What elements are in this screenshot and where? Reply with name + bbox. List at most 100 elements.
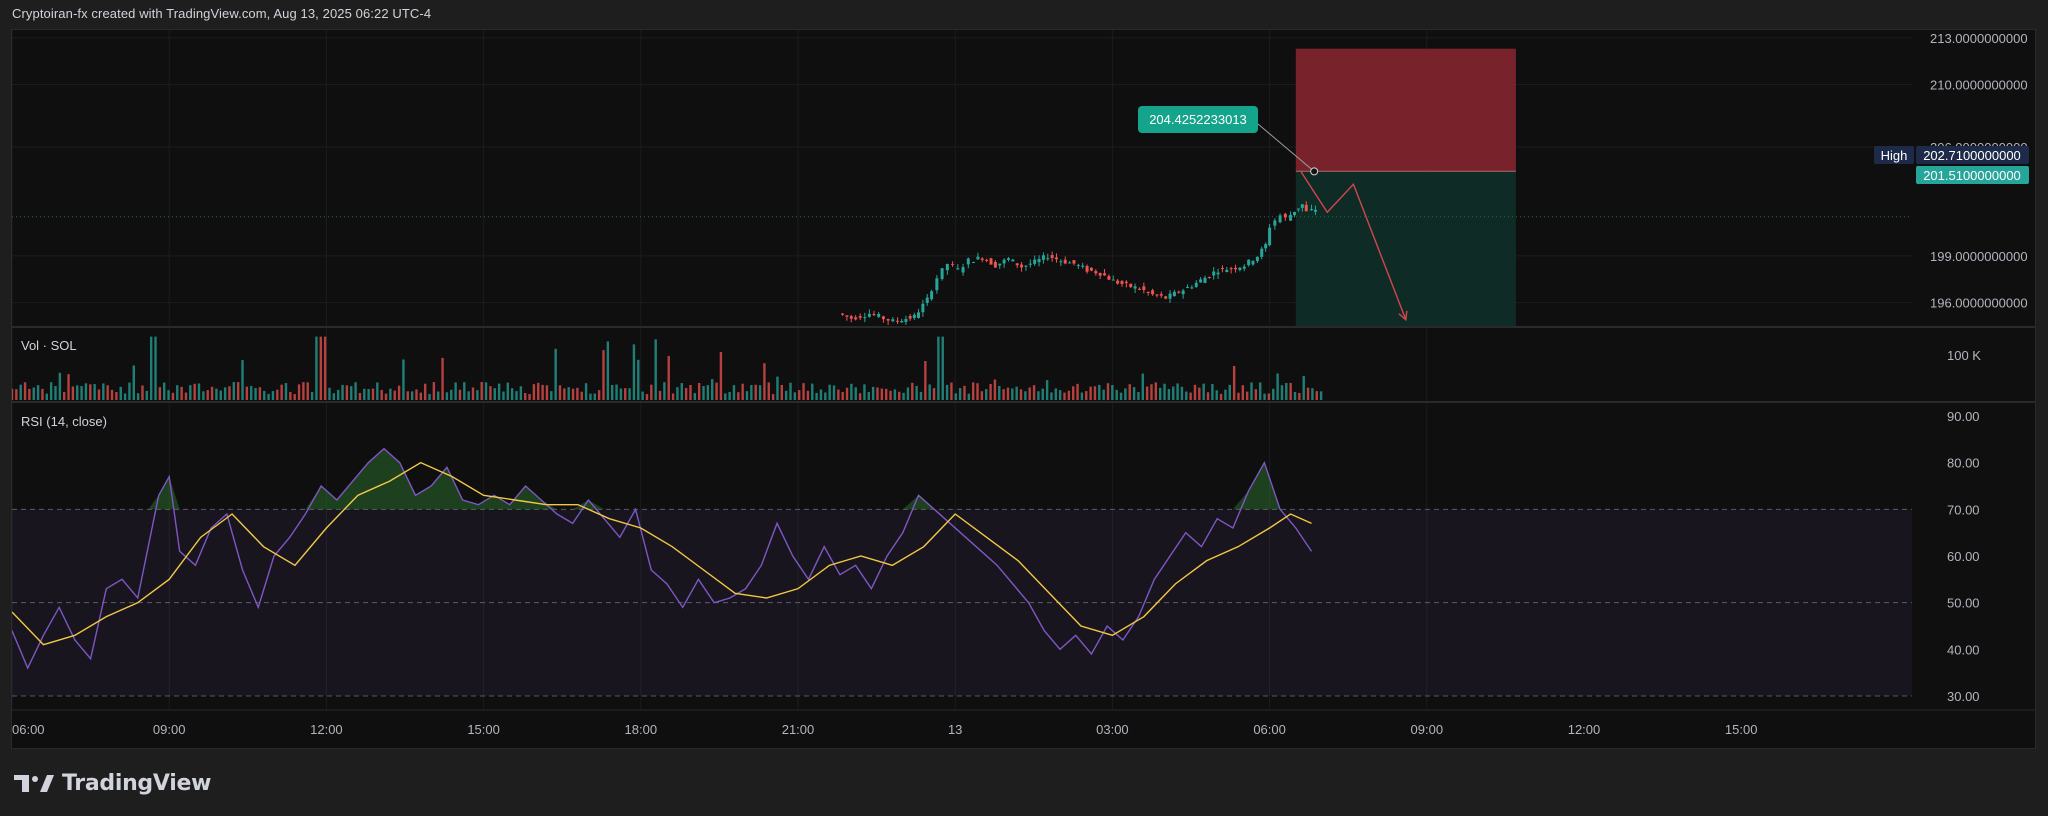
- volume-bar: [858, 393, 862, 400]
- volume-bar: [1193, 384, 1197, 400]
- volume-bar: [1050, 392, 1053, 400]
- candle-body: [908, 316, 912, 319]
- volume-bar: [658, 390, 662, 400]
- volume-bar: [558, 385, 562, 400]
- candle-body: [1203, 277, 1207, 284]
- volume-bar: [880, 388, 884, 400]
- volume-bar: [767, 382, 770, 400]
- price-callout-anchor[interactable]: [1310, 167, 1319, 176]
- volume-bar: [1089, 386, 1092, 400]
- chart-attribution: Cryptoiran-fx created with TradingView.c…: [12, 6, 432, 21]
- candle-body: [1260, 248, 1264, 257]
- volume-bar: [906, 387, 910, 400]
- candle-body: [1181, 290, 1185, 295]
- volume-bar: [580, 391, 583, 400]
- time-axis-tick: 21:00: [782, 722, 815, 737]
- candle-body: [1116, 280, 1120, 284]
- volume-bar: [980, 391, 984, 400]
- volume-bar: [1215, 390, 1218, 400]
- time-axis[interactable]: 06:00 09:00 12:00 15:00 18:00 21:00 13 03:00 06:…: [12, 722, 1757, 737]
- candle-body: [1251, 260, 1255, 265]
- tradingview-logo-text: TradingView: [62, 770, 212, 796]
- volume-bar: [49, 382, 53, 400]
- volume-bar: [467, 391, 470, 400]
- volume-bar: [384, 393, 388, 400]
- volume-bar: [985, 389, 988, 400]
- volume-bar: [1132, 387, 1136, 400]
- candle-body: [1194, 282, 1198, 287]
- volume-bar: [541, 384, 544, 400]
- volume-bar: [515, 391, 518, 400]
- volume-bar: [1072, 386, 1075, 400]
- volume-bar: [941, 336, 944, 400]
- volume-bar: [36, 385, 40, 400]
- volume-bar: [998, 385, 1001, 400]
- chart-frame[interactable]: 204.4252233013 213.0000000000 210.0000000…: [10, 29, 2036, 749]
- candle-body: [1300, 204, 1304, 208]
- rsi-axis[interactable]: 90.00 80.00 70.00 60.00 50.00 40.00 30.00: [1947, 409, 1980, 704]
- volume-bar: [619, 388, 623, 400]
- volume-bar: [1272, 388, 1275, 400]
- candle-body: [1225, 269, 1229, 273]
- volume-bar: [1311, 388, 1314, 400]
- projection-arrow-path[interactable]: [1300, 171, 1407, 321]
- candle-body: [1164, 296, 1168, 299]
- volume-bar: [719, 351, 723, 400]
- volume-bar: [23, 382, 27, 400]
- volume-bar: [136, 393, 140, 400]
- candle-body: [1229, 268, 1233, 270]
- candle-body: [1068, 262, 1072, 264]
- candle-body: [881, 316, 885, 320]
- candle-body: [1273, 220, 1277, 226]
- volume-bar: [963, 385, 966, 400]
- volume-bar: [815, 392, 818, 400]
- high-value-label: 202.7100000000: [1923, 148, 2021, 163]
- volume-bar: [1011, 388, 1014, 400]
- volume-bar: [1106, 383, 1110, 400]
- time-axis-tick: 06:00: [1253, 722, 1286, 737]
- volume-bar: [950, 382, 953, 400]
- volume-bar: [241, 360, 244, 400]
- candle-body: [1129, 283, 1133, 288]
- candle-body: [1133, 286, 1137, 289]
- volume-bar: [149, 336, 153, 400]
- candle-body: [845, 315, 849, 317]
- volume-bar: [776, 376, 779, 400]
- volume-bar: [1241, 385, 1245, 400]
- candle-body: [1168, 293, 1172, 299]
- volume-bar: [497, 383, 501, 400]
- volume-bar: [437, 391, 440, 400]
- price-callout-box[interactable]: [1138, 106, 1258, 133]
- volume-bar: [315, 336, 318, 400]
- volume-bar: [176, 385, 179, 400]
- volume-bar: [76, 385, 79, 400]
- short-position-target-zone[interactable]: [1295, 171, 1516, 326]
- volume-bar: [863, 384, 866, 400]
- volume-legend[interactable]: Vol · SOL: [21, 338, 77, 353]
- volume-bar: [754, 384, 757, 400]
- candle-body: [1216, 272, 1220, 275]
- rsi-legend[interactable]: RSI (14, close): [21, 414, 107, 429]
- volume-bar: [128, 382, 131, 400]
- chart-canvas[interactable]: 204.4252233013 213.0000000000 210.0000000…: [10, 30, 2035, 748]
- volume-bar: [271, 391, 275, 400]
- volume-bar: [171, 392, 175, 400]
- short-position-stop-zone[interactable]: [1295, 48, 1516, 172]
- candle-body: [985, 259, 989, 261]
- volume-bar: [1063, 392, 1066, 400]
- volume-bar: [28, 388, 31, 400]
- volume-bar: [284, 383, 288, 400]
- tradingview-logo[interactable]: TradingView: [14, 768, 211, 798]
- volume-bar: [1189, 392, 1192, 400]
- volume-bar: [1280, 385, 1284, 400]
- volume-bar: [1076, 383, 1079, 400]
- volume-bar: [1263, 393, 1266, 400]
- candle-body: [1002, 259, 1006, 264]
- volume-bar: [1206, 392, 1210, 400]
- volume-bar: [402, 359, 405, 400]
- volume-bar: [223, 387, 227, 400]
- high-value-box: [1916, 146, 2029, 164]
- candle-body: [1076, 264, 1080, 266]
- volume-bar: [571, 388, 575, 400]
- volume-bar: [867, 392, 870, 400]
